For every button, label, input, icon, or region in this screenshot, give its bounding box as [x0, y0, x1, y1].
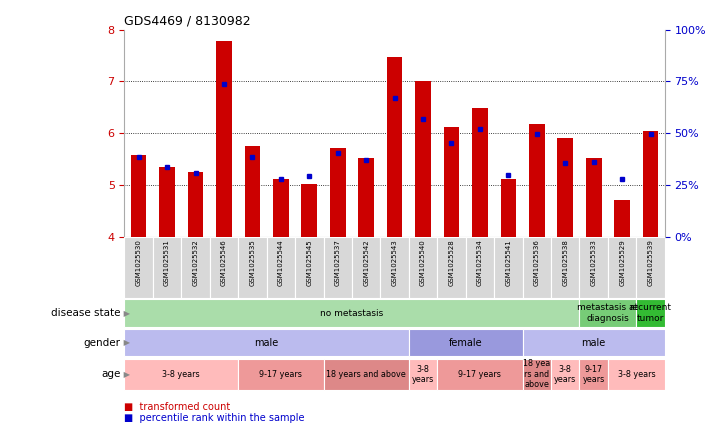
Text: ▶: ▶ [121, 338, 130, 347]
Bar [643, 131, 658, 237]
Bar [380, 237, 409, 298]
Bar [352, 237, 380, 298]
Text: 3-8
years: 3-8 years [554, 365, 577, 384]
Bar [466, 237, 494, 298]
Bar [579, 237, 608, 298]
Text: gender: gender [84, 338, 121, 348]
Bar [437, 237, 466, 298]
Bar [557, 138, 573, 237]
Bar [636, 237, 665, 298]
Text: ■  transformed count: ■ transformed count [124, 402, 230, 412]
Bar [324, 359, 409, 390]
Bar [409, 329, 523, 356]
Text: female: female [449, 338, 483, 348]
Text: GSM1025539: GSM1025539 [648, 239, 653, 286]
Text: no metastasis: no metastasis [321, 308, 383, 318]
Bar [330, 148, 346, 237]
Bar [608, 237, 636, 298]
Text: ■  percentile rank within the sample: ■ percentile rank within the sample [124, 413, 305, 423]
Text: 3-8
years: 3-8 years [412, 365, 434, 384]
Bar [523, 329, 665, 356]
Text: GSM1025533: GSM1025533 [591, 239, 597, 286]
Text: GDS4469 / 8130982: GDS4469 / 8130982 [124, 15, 251, 28]
Text: GSM1025535: GSM1025535 [250, 239, 255, 286]
Bar [267, 237, 295, 298]
Bar [614, 200, 630, 237]
Text: 18 yea
rs and
above: 18 yea rs and above [523, 360, 550, 389]
Text: GSM1025546: GSM1025546 [221, 239, 227, 286]
Bar [245, 146, 260, 237]
Bar [153, 237, 181, 298]
Text: male: male [255, 338, 279, 348]
Bar [210, 237, 238, 298]
Text: ▶: ▶ [121, 308, 130, 318]
Bar [124, 299, 579, 327]
Bar [295, 237, 324, 298]
Text: age: age [102, 369, 121, 379]
Text: 3-8 years: 3-8 years [163, 370, 200, 379]
Bar [124, 237, 153, 298]
Text: GSM1025528: GSM1025528 [449, 239, 454, 286]
Text: GSM1025540: GSM1025540 [420, 239, 426, 286]
Bar [188, 172, 203, 237]
Bar [444, 127, 459, 237]
Text: GSM1025531: GSM1025531 [164, 239, 170, 286]
Text: GSM1025530: GSM1025530 [136, 239, 141, 286]
Bar [636, 299, 665, 327]
Bar [586, 158, 602, 237]
Text: GSM1025538: GSM1025538 [562, 239, 568, 286]
Text: GSM1025532: GSM1025532 [193, 239, 198, 286]
Text: 9-17
years: 9-17 years [582, 365, 605, 384]
Bar [501, 179, 516, 237]
Bar [409, 237, 437, 298]
Bar [131, 155, 146, 237]
Text: GSM1025536: GSM1025536 [534, 239, 540, 286]
Text: GSM1025541: GSM1025541 [506, 239, 511, 286]
Bar [273, 179, 289, 237]
Bar [551, 237, 579, 298]
Bar [124, 359, 238, 390]
Text: GSM1025545: GSM1025545 [306, 239, 312, 286]
Bar [238, 237, 267, 298]
Bar [324, 237, 352, 298]
Bar [415, 81, 431, 237]
Bar [529, 124, 545, 237]
Bar [472, 108, 488, 237]
Text: 9-17 years: 9-17 years [260, 370, 302, 379]
Bar [579, 359, 608, 390]
Text: GSM1025543: GSM1025543 [392, 239, 397, 286]
Text: disease state: disease state [51, 308, 121, 318]
Bar [494, 237, 523, 298]
Bar [216, 41, 232, 237]
Bar [358, 158, 374, 237]
Bar [238, 359, 324, 390]
Bar [124, 329, 409, 356]
Text: male: male [582, 338, 606, 348]
Text: GSM1025529: GSM1025529 [619, 239, 625, 286]
Text: GSM1025537: GSM1025537 [335, 239, 341, 286]
Bar [159, 167, 175, 237]
Text: GSM1025542: GSM1025542 [363, 239, 369, 286]
Text: GSM1025534: GSM1025534 [477, 239, 483, 286]
Bar [437, 359, 523, 390]
Bar [181, 237, 210, 298]
Bar [409, 359, 437, 390]
Text: metastasis at
diagnosis: metastasis at diagnosis [577, 303, 638, 323]
Bar [608, 359, 665, 390]
Bar [579, 299, 636, 327]
Text: 9-17 years: 9-17 years [459, 370, 501, 379]
Text: ▶: ▶ [121, 370, 130, 379]
Bar [301, 184, 317, 237]
Bar [523, 237, 551, 298]
Text: 3-8 years: 3-8 years [618, 370, 655, 379]
Text: GSM1025544: GSM1025544 [278, 239, 284, 286]
Text: recurrent
tumor: recurrent tumor [629, 303, 672, 323]
Text: 18 years and above: 18 years and above [326, 370, 406, 379]
Bar [551, 359, 579, 390]
Bar [387, 57, 402, 237]
Bar [523, 359, 551, 390]
